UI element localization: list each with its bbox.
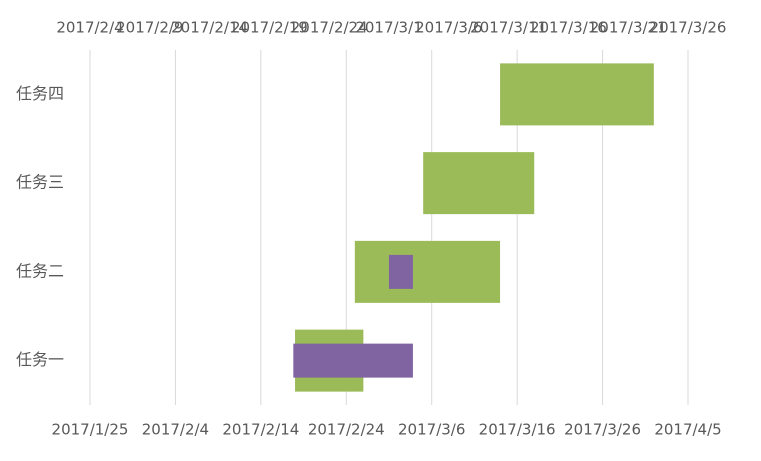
x2-tick-label: 2017/2/19 (231, 19, 308, 37)
x-tick-label: 2017/3/26 (564, 421, 641, 439)
gantt-bar (293, 343, 413, 378)
category-label: 任务二 (16, 261, 64, 280)
x-tick-label: 2017/1/25 (52, 421, 129, 439)
category-label: 任务三 (16, 173, 64, 192)
x2-tick-label: 2017/3/16 (530, 19, 607, 37)
x2-tick-label: 2017/2/24 (291, 19, 368, 37)
x2-tick-label: 2017/3/11 (470, 19, 547, 37)
x-tick-label: 2017/3/16 (479, 421, 556, 439)
gantt-bar (389, 254, 413, 289)
gantt-bar (423, 152, 535, 215)
x-tick-label: 2017/2/4 (142, 421, 209, 439)
x-tick-label: 2017/3/6 (398, 421, 465, 439)
x2-tick-label: 2017/3/21 (590, 19, 667, 37)
x2-tick-label: 2017/2/14 (171, 19, 248, 37)
x2-tick-label: 2017/2/9 (116, 19, 183, 37)
x-tick-label: 2017/2/24 (308, 421, 385, 439)
x2-tick-label: 2017/3/1 (355, 19, 422, 37)
x2-tick-label: 2017/3/6 (415, 19, 482, 37)
x-tick-label: 2017/4/5 (654, 421, 721, 439)
x2-tick-label: 2017/3/26 (650, 19, 727, 37)
x2-tick-label: 2017/2/4 (56, 19, 123, 37)
category-label: 任务一 (16, 350, 64, 369)
x-tick-label: 2017/2/14 (222, 421, 299, 439)
gantt-bar (500, 63, 654, 126)
category-label: 任务四 (16, 84, 64, 103)
gantt-bar (354, 240, 501, 303)
